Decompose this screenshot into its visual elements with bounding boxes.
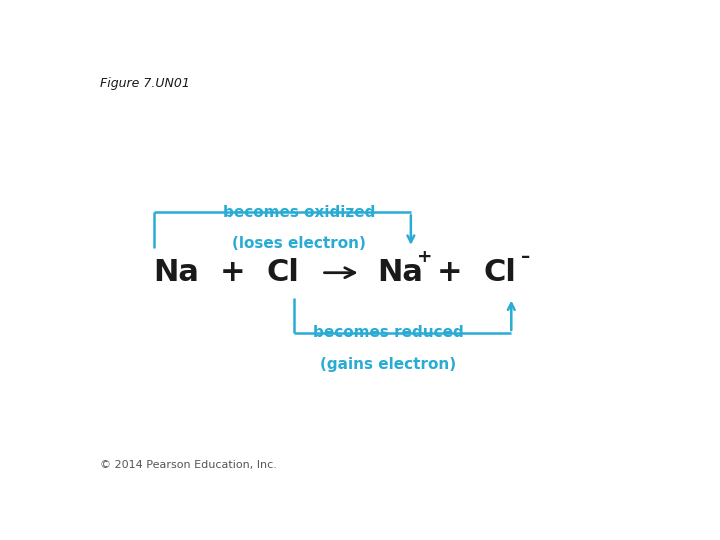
Text: +: + (437, 258, 463, 287)
Text: (loses electron): (loses electron) (233, 236, 366, 251)
Text: Na: Na (153, 258, 199, 287)
Text: © 2014 Pearson Education, Inc.: © 2014 Pearson Education, Inc. (100, 460, 277, 470)
Text: Na: Na (377, 258, 423, 287)
Text: +: + (220, 258, 245, 287)
Text: becomes reduced: becomes reduced (313, 326, 464, 341)
Text: Cl: Cl (484, 258, 516, 287)
Text: +: + (417, 248, 433, 266)
Text: (gains electron): (gains electron) (320, 357, 456, 372)
Text: Cl: Cl (266, 258, 299, 287)
Text: –: – (521, 248, 530, 266)
Text: becomes oxidized: becomes oxidized (223, 205, 375, 220)
Text: Figure 7.UN01: Figure 7.UN01 (100, 77, 190, 90)
